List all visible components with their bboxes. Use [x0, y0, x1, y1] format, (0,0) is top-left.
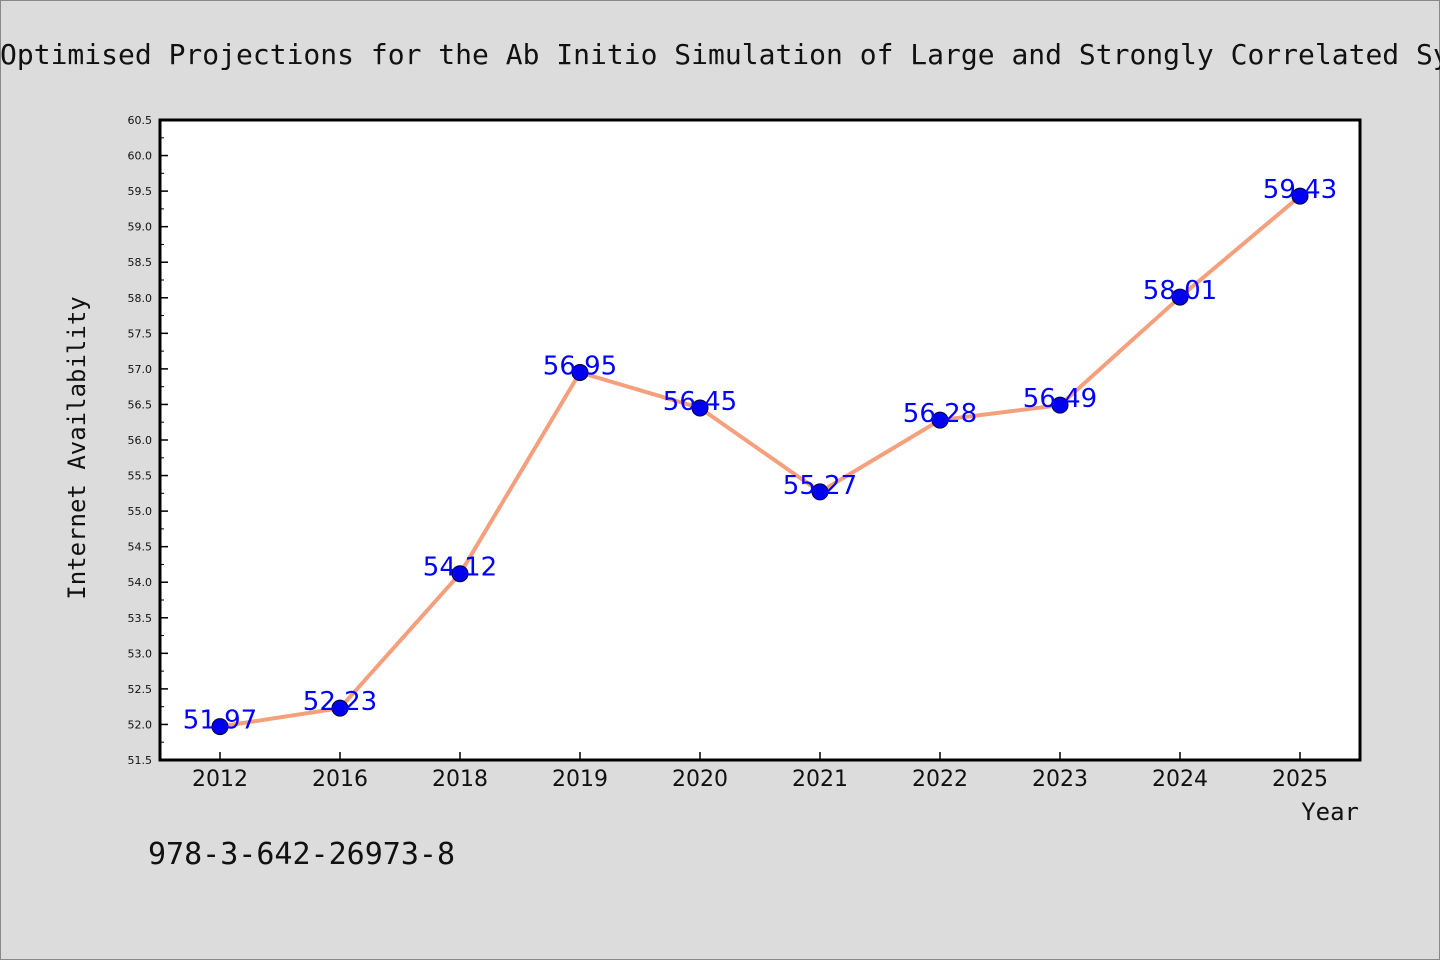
y-tick-label: 52.5: [128, 683, 153, 696]
data-point-2024: [1171, 288, 1189, 306]
data-label-2024: 58.01: [1143, 276, 1217, 306]
y-tick-label: 52.0: [128, 718, 153, 731]
data-label-2020: 56.45: [663, 387, 737, 417]
y-tick-label: 56.5: [128, 398, 153, 411]
y-tick-label: 54.0: [128, 576, 153, 589]
x-axis-ticks: 2012 2016 2018 2019 2020 2021 2022 2023 2024 2025: [192, 752, 1328, 792]
plot-area: [160, 120, 1360, 760]
y-tick-label: 53.5: [128, 612, 153, 625]
series-markers: [211, 187, 1309, 736]
y-tick-label: 51.5: [128, 754, 153, 767]
y-tick-label: 55.0: [128, 505, 153, 518]
y-tick-label: 55.5: [128, 470, 153, 483]
y-tick-label: 54.5: [128, 541, 153, 554]
x-tick-label: 2023: [1032, 767, 1088, 792]
chart-title: Optimised Projections for the Ab Initio …: [0, 38, 1440, 71]
x-tick-label: 2021: [792, 767, 848, 792]
data-point-2023: [1051, 396, 1069, 414]
y-tick-label: 53.0: [128, 647, 153, 660]
data-label-2016: 52.23: [303, 687, 377, 717]
x-tick-label: 2019: [552, 767, 608, 792]
data-point-2021: [811, 483, 829, 501]
y-tick-label: 57.0: [128, 363, 153, 376]
x-tick-label: 2020: [672, 767, 728, 792]
x-tick-label: 2018: [432, 767, 488, 792]
y-tick-label: 57.5: [128, 327, 153, 340]
x-tick-label: 2016: [312, 767, 368, 792]
plot-frame: [158, 118, 1362, 762]
data-point-2020: [691, 399, 709, 417]
data-label-2012: 51.97: [183, 706, 257, 736]
x-tick-label: 2022: [912, 767, 968, 792]
y-tick-label: 58.0: [128, 292, 153, 305]
data-point-2025: [1291, 187, 1309, 205]
y-tick-label: 58.5: [128, 256, 153, 269]
data-point-2016: [331, 699, 349, 717]
data-point-2022: [931, 411, 949, 429]
y-tick-label: 56.0: [128, 434, 153, 447]
y-tick-label: 60.5: [128, 114, 153, 127]
x-axis-label: Year: [1301, 798, 1359, 826]
data-label-2023: 56.49: [1023, 384, 1097, 414]
data-point-2012: [211, 718, 229, 736]
y-tick-label: 60.0: [128, 150, 153, 163]
data-labels: 51.97 52.23 54.12 56.95 56.45 55.27 56.28 56.49…: [183, 175, 1337, 735]
data-label-2025: 59.43: [1263, 175, 1337, 205]
y-axis-label: Internet Availability: [63, 296, 91, 599]
x-tick-label: 2025: [1272, 767, 1328, 792]
data-point-2019: [571, 363, 589, 381]
data-label-2022: 56.28: [903, 399, 977, 429]
x-tick-label: 2024: [1152, 767, 1208, 792]
x-tick-label: 2012: [192, 767, 248, 792]
isbn-footer: 978-3-642-26973-8: [148, 837, 455, 872]
data-label-2018: 54.12: [423, 553, 497, 583]
y-tick-label: 59.5: [128, 185, 153, 198]
data-point-2018: [451, 565, 469, 583]
data-label-2021: 55.27: [783, 471, 857, 501]
y-tick-label: 59.0: [128, 221, 153, 234]
data-label-2019: 56.95: [543, 351, 617, 381]
series-line: [218, 194, 1302, 729]
